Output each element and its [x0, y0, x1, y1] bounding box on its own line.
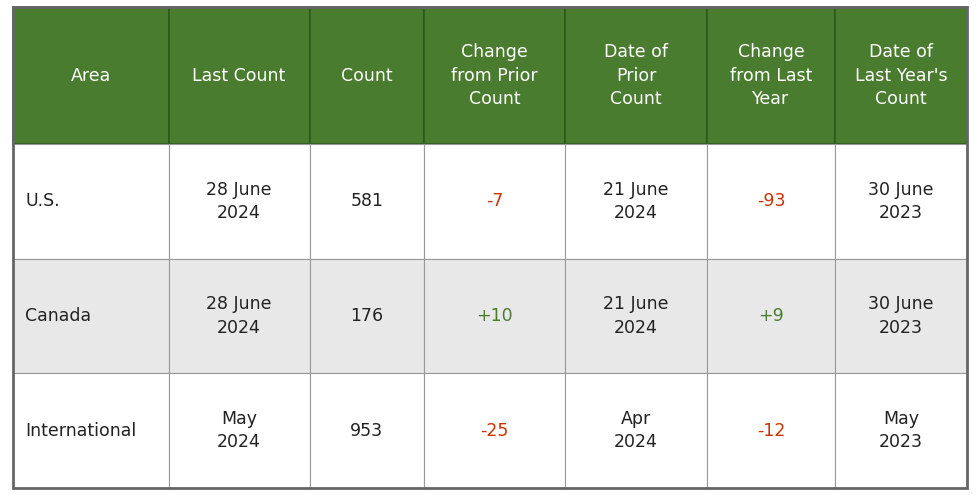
Text: 30 June
2023: 30 June 2023 [868, 181, 934, 222]
Bar [13, 7, 169, 144]
Bar [565, 259, 707, 373]
Bar [310, 259, 424, 373]
Bar [707, 373, 835, 488]
Bar [169, 7, 310, 144]
Text: Area: Area [71, 66, 111, 85]
Text: 21 June
2024: 21 June 2024 [604, 295, 668, 337]
Bar [424, 144, 565, 259]
Text: Apr
2024: Apr 2024 [614, 410, 658, 451]
Bar [835, 144, 967, 259]
Text: Date of
Prior
Count: Date of Prior Count [604, 43, 668, 108]
Bar [424, 373, 565, 488]
Text: Change
from Last
Year: Change from Last Year [730, 43, 812, 108]
Bar [424, 7, 565, 144]
Text: 21 June
2024: 21 June 2024 [604, 181, 668, 222]
Text: International: International [25, 422, 136, 440]
Text: May
2023: May 2023 [879, 410, 923, 451]
Bar [13, 259, 169, 373]
Text: Count: Count [341, 66, 393, 85]
Bar [310, 373, 424, 488]
Text: +10: +10 [476, 307, 514, 325]
Text: 581: 581 [351, 193, 383, 210]
Text: Last Count: Last Count [192, 66, 286, 85]
Text: -25: -25 [480, 422, 509, 440]
Text: -93: -93 [757, 193, 785, 210]
Text: U.S.: U.S. [25, 193, 60, 210]
Bar [13, 144, 169, 259]
Text: Change
from Prior
Count: Change from Prior Count [452, 43, 538, 108]
Text: 30 June
2023: 30 June 2023 [868, 295, 934, 337]
Bar [835, 7, 967, 144]
Bar [707, 144, 835, 259]
Bar [424, 259, 565, 373]
Bar [565, 7, 707, 144]
Bar [835, 259, 967, 373]
Text: 176: 176 [351, 307, 383, 325]
Bar [169, 144, 310, 259]
Bar [310, 144, 424, 259]
Text: Date of
Last Year's
Count: Date of Last Year's Count [855, 43, 948, 108]
Text: 28 June
2024: 28 June 2024 [207, 295, 271, 337]
Bar [565, 144, 707, 259]
Bar [310, 7, 424, 144]
Text: -7: -7 [486, 193, 504, 210]
Bar [707, 7, 835, 144]
Bar [835, 373, 967, 488]
Bar [707, 259, 835, 373]
Bar [13, 373, 169, 488]
Bar [169, 373, 310, 488]
Text: +9: +9 [759, 307, 784, 325]
Text: May
2024: May 2024 [218, 410, 261, 451]
Text: 953: 953 [351, 422, 383, 440]
Text: Canada: Canada [25, 307, 91, 325]
Bar [169, 259, 310, 373]
Text: -12: -12 [757, 422, 785, 440]
Bar [565, 373, 707, 488]
Text: 28 June
2024: 28 June 2024 [207, 181, 271, 222]
